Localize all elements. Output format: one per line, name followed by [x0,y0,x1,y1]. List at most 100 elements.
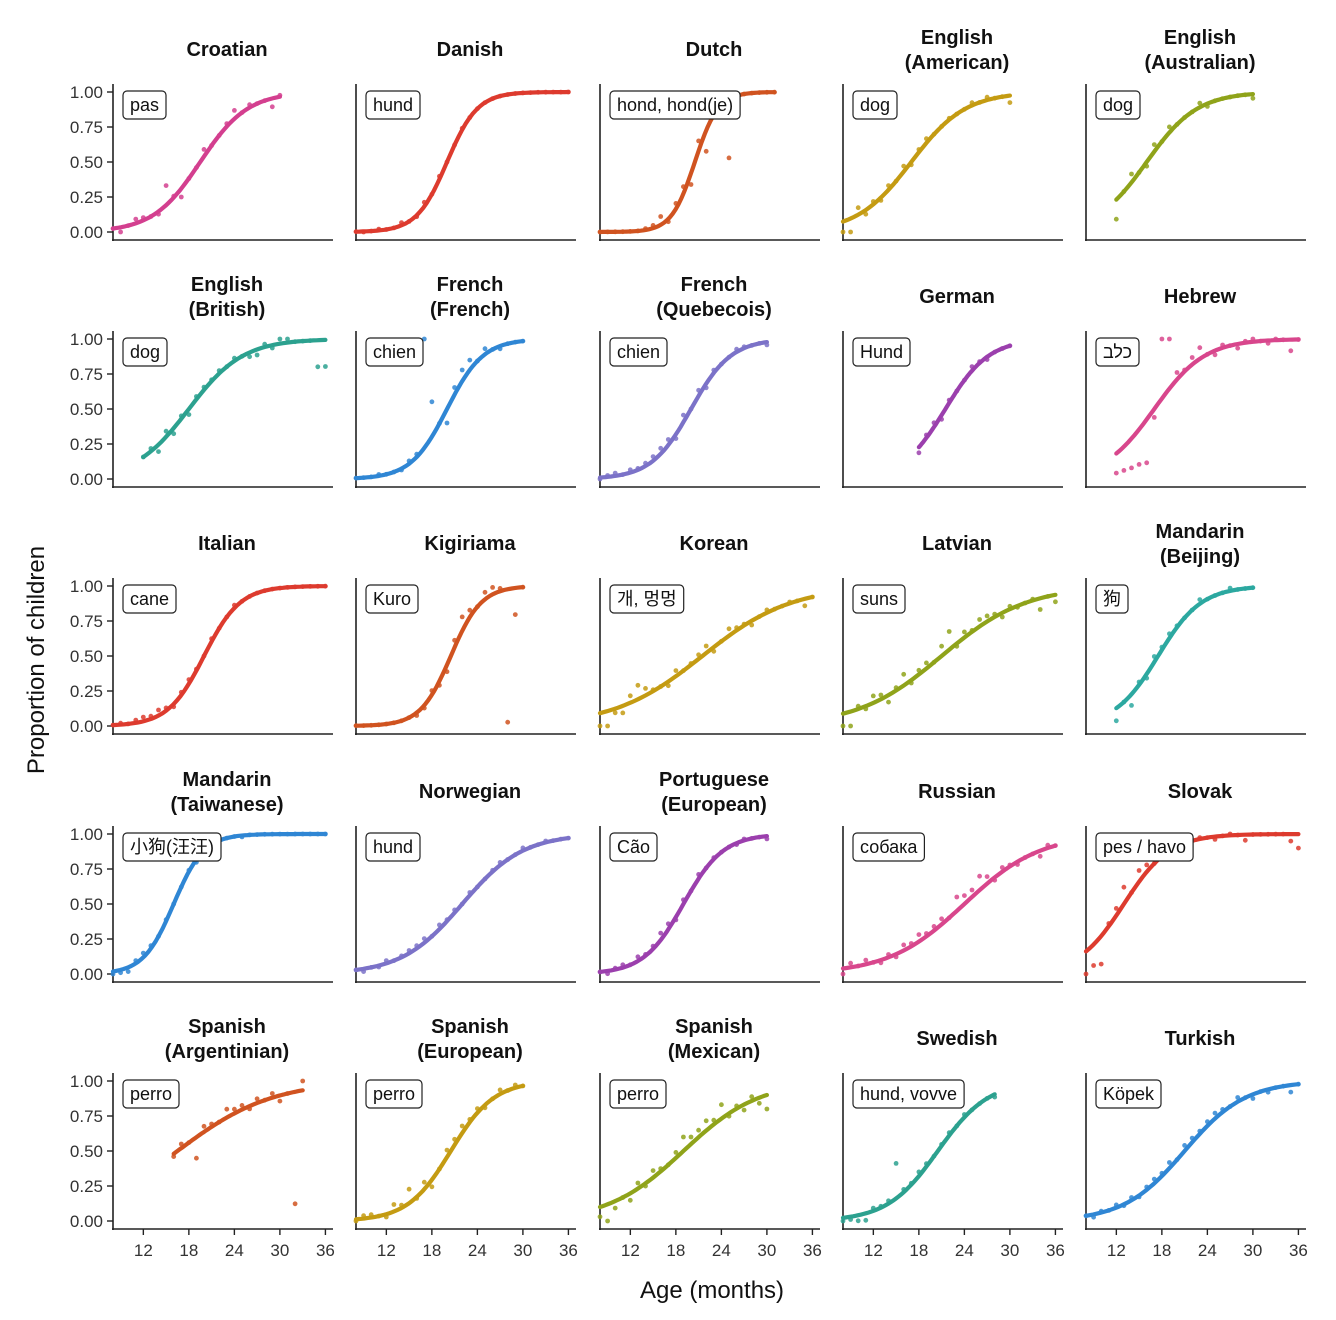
data-point [1030,851,1036,857]
data-point [224,1106,230,1112]
data-point [353,475,359,481]
word-label: 小狗(汪汪) [122,832,222,862]
data-point [482,100,488,105]
data-point [1167,336,1172,342]
data-point [840,971,846,977]
data-point [1136,170,1142,175]
panel-13: Latvian suns [840,533,1063,735]
data-point [992,877,998,883]
data-point [1098,961,1104,967]
data-point [1113,470,1119,476]
data-point [908,680,914,686]
data-point [247,354,253,360]
data-point [1250,832,1256,837]
data-point [901,1187,907,1192]
data-point [110,226,116,232]
data-point [1250,585,1256,591]
panel-11: Kigiriama Kuro [353,533,576,735]
panel-title: German [919,286,995,308]
x-tick-label: 18 [666,1241,685,1260]
data-point [140,454,146,460]
fitted-curve [840,592,1058,716]
data-point [658,1166,664,1171]
data-point [1182,1143,1187,1148]
data-point [1144,460,1150,466]
word-label: כלב [1095,337,1140,367]
data-point [399,220,404,226]
data-point [999,614,1005,620]
data-point [1235,345,1241,351]
data-point [643,952,648,957]
data-point [277,1098,283,1104]
data-point [969,100,975,106]
data-point [848,1217,853,1222]
data-point [1106,1208,1112,1213]
data-point [156,933,161,939]
data-point [361,229,366,235]
word-label: Köpek [1095,1079,1162,1109]
data-point [787,599,793,605]
data-point [893,1161,899,1166]
data-point [178,413,184,419]
data-point [1296,1081,1301,1087]
panel-title-line: (European) [661,794,767,816]
data-point [696,138,701,144]
word-label: Kuro [365,584,419,614]
data-point [635,954,641,960]
data-point [216,368,222,373]
x-tick-label: 36 [316,1241,335,1260]
word-label: cane [122,584,177,614]
data-point [140,215,146,221]
data-point [620,472,626,477]
data-point [437,421,442,426]
data-point [452,385,457,390]
data-point [984,874,990,879]
panel-title: Spanish (Mexican) [668,1016,760,1063]
data-point [749,622,755,628]
data-point [1197,835,1203,840]
word-label-box [365,832,421,862]
panel-title-line: Croatian [186,39,267,61]
panel-title-line: French [681,274,748,296]
x-tick-label: 12 [864,1241,883,1260]
y-tick-label: 0.00 [70,965,103,984]
data-point [406,1186,412,1192]
data-point [452,637,457,643]
data-point [194,165,199,171]
word-label: dog [1095,90,1141,120]
data-point [878,692,884,698]
panel-title-line: English [921,27,993,49]
y-tick-label: 0.75 [70,612,103,631]
data-point [171,193,177,199]
data-point [681,412,686,418]
panel-title: Mandarin (Taiwanese) [171,769,284,816]
data-point [1174,370,1180,375]
data-point [1083,1213,1089,1219]
word-label-box [122,90,167,120]
data-point [186,867,192,873]
y-tick-label: 0.75 [70,1107,103,1126]
panel-title: French (French) [430,274,510,321]
data-point [269,831,275,837]
data-point [528,90,533,95]
data-point [1280,831,1286,837]
data-point [209,1121,215,1127]
data-point [1258,1089,1263,1094]
data-point [1235,832,1241,838]
data-point [383,227,389,232]
data-point [1174,122,1180,127]
data-point [703,148,709,154]
word-label-text: dog [860,95,890,115]
data-point [635,682,641,688]
data-point [1265,1089,1271,1095]
data-point [505,719,511,725]
data-point [269,1091,275,1096]
data-point [353,1218,359,1224]
data-point [673,1150,679,1155]
data-point [315,831,321,837]
data-point [1167,631,1172,637]
data-point [437,922,442,928]
word-label-box [609,337,668,367]
data-point [1205,596,1210,602]
word-label-text: Cão [617,837,650,857]
